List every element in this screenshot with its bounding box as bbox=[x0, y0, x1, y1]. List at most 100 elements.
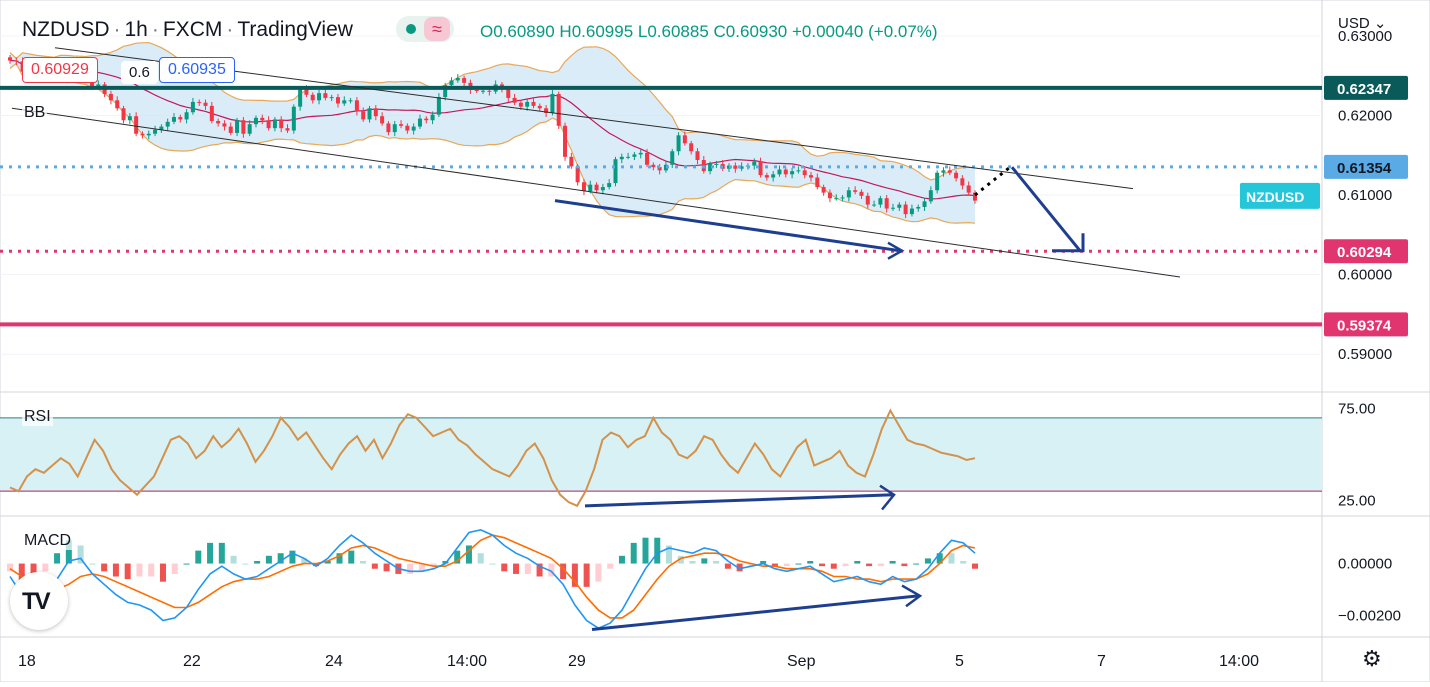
price-tick-label: 0.60000 bbox=[1338, 267, 1392, 284]
candle-body bbox=[411, 126, 416, 131]
candle-body bbox=[613, 159, 618, 184]
candle-body bbox=[203, 102, 208, 106]
projection-arrowhead bbox=[1052, 233, 1085, 253]
candle-body bbox=[153, 129, 158, 134]
macd-histogram-bar bbox=[948, 553, 955, 564]
macd-histogram-bar bbox=[418, 563, 425, 572]
currency-selector[interactable]: USD ⌄ bbox=[1338, 14, 1386, 32]
candle-body bbox=[184, 112, 189, 120]
macd-divergence-arrow-line bbox=[591, 594, 919, 632]
macd-histogram-bar bbox=[642, 537, 649, 564]
macd-histogram-bar bbox=[854, 560, 861, 564]
candle-body bbox=[973, 192, 977, 201]
macd-histogram-bar bbox=[242, 563, 249, 565]
bb-fill bbox=[10, 42, 975, 224]
candle-body bbox=[474, 89, 479, 91]
macd-histogram-bar bbox=[689, 560, 696, 564]
gear-icon[interactable]: ⚙ bbox=[1362, 646, 1382, 671]
macd-histogram-bar bbox=[571, 563, 578, 587]
candle-body bbox=[632, 154, 637, 157]
candle-body bbox=[140, 133, 145, 136]
macd-histogram-bar bbox=[819, 563, 826, 567]
candle-body bbox=[645, 152, 650, 165]
candle-body bbox=[159, 126, 164, 130]
macd-histogram-bar bbox=[171, 563, 178, 574]
candle-body bbox=[424, 118, 429, 121]
candle-body bbox=[670, 151, 675, 165]
candle-body bbox=[285, 128, 290, 131]
market-status-toggle[interactable]: ≈ bbox=[396, 16, 454, 42]
macd-histogram-bar bbox=[489, 563, 496, 565]
bb-indicator-label[interactable]: BB bbox=[22, 104, 48, 122]
candle-body bbox=[809, 175, 814, 178]
candle-body bbox=[361, 111, 366, 120]
candle-body bbox=[796, 170, 801, 172]
candle-body bbox=[840, 197, 845, 199]
sell-price-button[interactable]: 0.60929 bbox=[22, 57, 98, 83]
macd-histogram-bar bbox=[560, 563, 567, 580]
candle-body bbox=[272, 119, 277, 129]
candle-body bbox=[146, 133, 151, 136]
close-value: C0.60930 bbox=[713, 22, 788, 41]
macd-pane-label[interactable]: MACD bbox=[22, 532, 74, 550]
candle-body bbox=[481, 90, 486, 92]
macd-histogram-bar bbox=[136, 563, 143, 577]
candle-body bbox=[752, 161, 757, 166]
price-tick-label: 0.61000 bbox=[1338, 187, 1392, 204]
macd-histogram-bar bbox=[265, 555, 272, 564]
symbol-tag-label: NZDUSD bbox=[1246, 189, 1304, 205]
candle-body bbox=[266, 120, 271, 129]
time-tick-label: 22 bbox=[183, 653, 201, 670]
candle-body bbox=[626, 156, 631, 158]
high-value: H0.60995 bbox=[559, 22, 634, 41]
macd-histogram-bar bbox=[312, 563, 319, 567]
macd-histogram-bar bbox=[889, 560, 896, 564]
candle-body bbox=[550, 93, 555, 114]
candle-body bbox=[846, 190, 851, 198]
candle-body bbox=[903, 204, 908, 215]
candle-body bbox=[783, 169, 788, 175]
candle-body bbox=[821, 187, 826, 193]
candle-body bbox=[663, 164, 668, 171]
candle-body bbox=[878, 198, 883, 205]
macd-histogram-bar bbox=[230, 555, 237, 564]
candle-body bbox=[178, 117, 183, 120]
macd-histogram-bar bbox=[7, 563, 13, 572]
tradingview-logo[interactable]: TV bbox=[10, 572, 68, 630]
buy-price-button[interactable]: 0.60935 bbox=[159, 57, 235, 83]
rsi-pane-label[interactable]: RSI bbox=[22, 408, 53, 426]
time-tick-label: 29 bbox=[568, 653, 586, 670]
macd-histogram-bar bbox=[54, 553, 61, 564]
interval[interactable]: 1h bbox=[124, 18, 148, 41]
candle-body bbox=[544, 108, 549, 114]
macd-histogram-bar bbox=[771, 563, 778, 567]
symbol-tag-bg bbox=[1240, 182, 1320, 209]
candle-body bbox=[235, 120, 240, 133]
indicator-wave-icon[interactable]: ≈ bbox=[424, 17, 450, 41]
candle-body bbox=[714, 163, 719, 165]
macd-histogram-bar bbox=[666, 545, 673, 564]
candle-body bbox=[247, 124, 252, 134]
macd-histogram-bar bbox=[289, 550, 296, 564]
time-tick-label: Sep bbox=[787, 653, 816, 670]
candle-body bbox=[897, 204, 902, 208]
time-tick-label: 18 bbox=[18, 653, 36, 670]
candle-body bbox=[171, 117, 176, 122]
rsi-tick-label: 75.00 bbox=[1338, 401, 1376, 418]
macd-histogram-bar bbox=[960, 560, 967, 564]
candle-body bbox=[165, 121, 170, 127]
symbol-name[interactable]: NZDUSD bbox=[22, 18, 110, 41]
channel-lower-trendline bbox=[11, 107, 1181, 278]
macd-histogram-bar bbox=[701, 558, 708, 564]
time-tick-label: 24 bbox=[325, 653, 343, 670]
macd-histogram-bar bbox=[866, 563, 873, 567]
candle-body bbox=[462, 78, 467, 83]
macd-histogram-bar bbox=[371, 563, 378, 569]
level-price-tag bbox=[1324, 239, 1408, 264]
price-tick-label: 0.63000 bbox=[1338, 28, 1392, 45]
candle-body bbox=[190, 101, 195, 113]
candle-body bbox=[916, 206, 921, 209]
candle-body bbox=[802, 170, 807, 176]
